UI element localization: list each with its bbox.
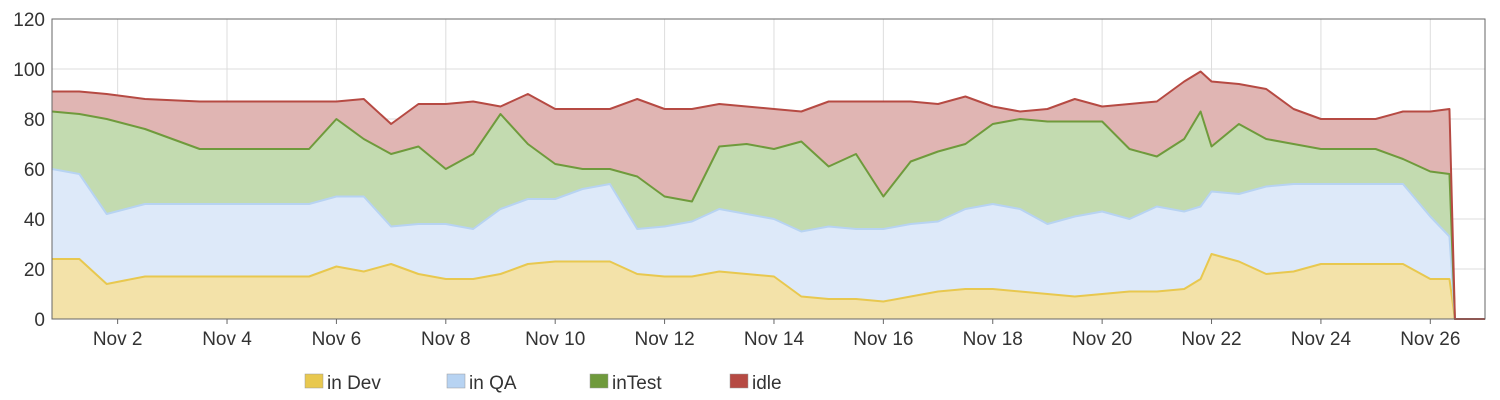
x-tick-label: Nov 18 bbox=[963, 329, 1023, 350]
legend-swatch bbox=[446, 373, 466, 389]
line-idle bbox=[52, 70, 1485, 320]
x-tick-label: Nov 4 bbox=[202, 329, 252, 350]
x-tick-label: Nov 2 bbox=[93, 329, 143, 350]
line-in-dev bbox=[52, 253, 1485, 320]
x-tick-label: Nov 22 bbox=[1181, 329, 1241, 350]
legend-label: idle bbox=[752, 373, 782, 394]
x-tick-label: Nov 14 bbox=[744, 329, 805, 350]
y-tick-label: 120 bbox=[13, 10, 45, 31]
x-tick-label: Nov 24 bbox=[1291, 329, 1352, 350]
area-in-dev bbox=[52, 254, 1485, 319]
y-tick-label: 60 bbox=[24, 160, 45, 181]
x-tick-label: Nov 10 bbox=[525, 329, 585, 350]
legend-swatch bbox=[304, 373, 324, 389]
area-layer bbox=[52, 71, 1485, 319]
x-tick-label: Nov 16 bbox=[853, 329, 913, 350]
line-layer bbox=[51, 70, 1485, 320]
y-tick-label: 80 bbox=[24, 110, 45, 131]
legend-swatch bbox=[589, 373, 609, 389]
x-tick-label: Nov 6 bbox=[312, 329, 362, 350]
legend-label: inTest bbox=[612, 373, 662, 394]
legend-label: in Dev bbox=[327, 373, 381, 394]
x-tick-label: Nov 8 bbox=[421, 329, 471, 350]
y-tick-label: 20 bbox=[24, 260, 45, 281]
line-in-qa bbox=[51, 168, 1485, 320]
area-intest bbox=[52, 111, 1485, 319]
x-tick-label: Nov 20 bbox=[1072, 329, 1132, 350]
axis-layer: 0 20 40 60 80 100 120 Nov 2 Nov 4 Nov 6 Nov 8 Nov 1… bbox=[13, 10, 1460, 350]
y-tick-label: 100 bbox=[13, 60, 45, 81]
legend-label: in QA bbox=[469, 373, 517, 394]
x-tick-label: Nov 12 bbox=[634, 329, 694, 350]
area-idle bbox=[52, 71, 1485, 319]
area-in-qa bbox=[52, 169, 1485, 319]
y-tick-label: 40 bbox=[24, 210, 45, 231]
line-intest bbox=[51, 110, 1485, 320]
plot-frame bbox=[51, 18, 1486, 320]
legend: in Dev in QA inTest idle bbox=[304, 373, 782, 394]
legend-swatch bbox=[729, 373, 749, 389]
x-tick-label: Nov 26 bbox=[1400, 329, 1460, 350]
y-tick-label: 0 bbox=[34, 310, 45, 331]
